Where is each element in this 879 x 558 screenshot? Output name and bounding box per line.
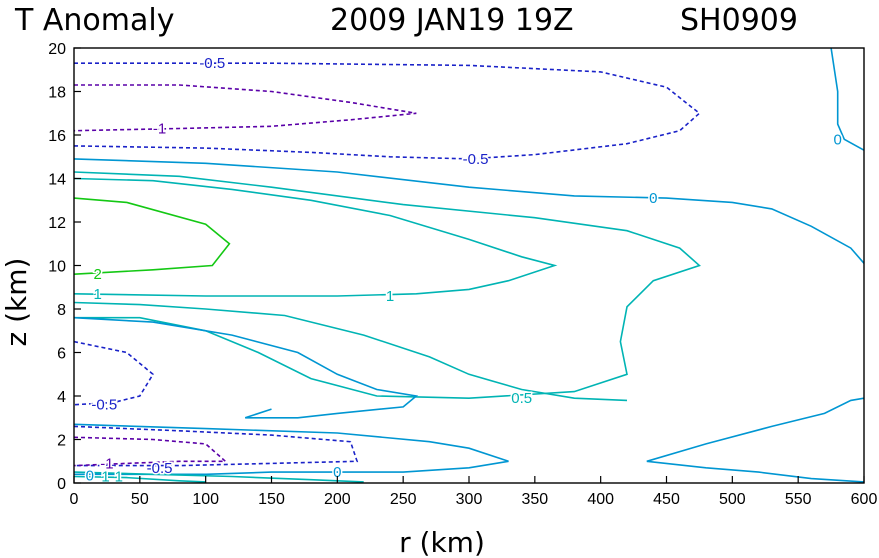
y-axis-label: z (km) xyxy=(0,258,33,347)
contour-label-11: -0.5 xyxy=(147,460,173,477)
plot-frame xyxy=(73,47,865,484)
contour-line-16 xyxy=(73,475,206,483)
contour-line-7 xyxy=(73,197,231,275)
x-tick-label-6: 300 xyxy=(456,491,483,508)
contour-label-4: 0 xyxy=(833,131,841,148)
x-tick-label-1: 50 xyxy=(131,491,149,508)
contour-label-5: 2 xyxy=(94,266,102,283)
contour-line-10 xyxy=(73,340,155,406)
contour-line-13 xyxy=(646,397,865,463)
contour-label-15: 1 xyxy=(115,468,123,485)
chart-datetime: 2009 JAN19 19Z xyxy=(330,3,574,38)
x-tick-label-11: 550 xyxy=(785,491,812,508)
contour-layer xyxy=(73,47,865,483)
x-tick-label-9: 450 xyxy=(653,491,680,508)
x-axis-label: r (km) xyxy=(399,526,485,558)
contour-line-14 xyxy=(646,460,865,483)
x-tick-label-8: 400 xyxy=(587,491,614,508)
y-tick-label-8: 16 xyxy=(48,128,66,145)
contour-label-12: 0 xyxy=(333,464,341,481)
contour-line-11 xyxy=(73,425,359,467)
contour-line-9 xyxy=(73,423,509,476)
contour-line-12 xyxy=(73,436,228,467)
y-tick-label-5: 10 xyxy=(48,259,66,276)
y-tick-label-2: 4 xyxy=(57,389,66,406)
y-tick-label-4: 8 xyxy=(57,302,66,319)
contour-line-5 xyxy=(73,177,558,297)
x-axis: 0 50 100 150 200 250 300 350 400 450 500 550 600 xyxy=(70,476,878,508)
chart-title: T Anomaly xyxy=(14,3,174,38)
contour-label-8: -0.5 xyxy=(91,397,117,414)
y-tick-label-7: 14 xyxy=(48,172,66,189)
contour-label-10: -1 xyxy=(100,455,113,472)
x-tick-label-0: 0 xyxy=(70,491,79,508)
x-tick-label-3: 150 xyxy=(258,491,285,508)
y-tick-label-3: 6 xyxy=(57,346,66,363)
contour-label-7: 1 xyxy=(386,288,394,305)
x-tick-label-10: 500 xyxy=(719,491,746,508)
contour-line-6 xyxy=(73,301,628,402)
contour-label-9: 0.5 xyxy=(511,390,532,407)
contour-label-14: 1 xyxy=(101,468,109,485)
y-tick-label-10: 20 xyxy=(48,41,66,58)
x-tick-label-12: 600 xyxy=(851,491,878,508)
contour-line-0 xyxy=(73,62,701,160)
x-tick-label-2: 100 xyxy=(192,491,219,508)
x-tick-label-4: 200 xyxy=(324,491,351,508)
contour-label-3: 0 xyxy=(649,190,657,207)
chart-storm-id: SH0909 xyxy=(680,3,798,38)
contour-label-0: -0.5 xyxy=(199,55,225,72)
y-tick-label-0: 0 xyxy=(57,476,66,493)
x-tick-label-5: 250 xyxy=(390,491,417,508)
y-tick-label-1: 2 xyxy=(57,433,66,450)
contour-line-2 xyxy=(73,158,865,264)
contour-label-13: 0 xyxy=(86,467,94,484)
contour-label-1: -1 xyxy=(153,120,166,137)
contour-line-3 xyxy=(830,47,865,151)
contour-line-8 xyxy=(73,316,419,419)
contour-line-15 xyxy=(73,471,364,483)
contour-label-6: 1 xyxy=(94,286,102,303)
y-tick-label-9: 18 xyxy=(48,85,66,102)
x-tick-label-7: 350 xyxy=(521,491,548,508)
contour-label-2: -0.5 xyxy=(463,151,489,168)
y-tick-label-6: 12 xyxy=(48,215,66,232)
contour-line-1 xyxy=(73,84,417,132)
contour-line-4 xyxy=(73,171,701,400)
y-axis: 0 2 4 6 8 10 12 14 16 18 20 xyxy=(48,41,81,493)
